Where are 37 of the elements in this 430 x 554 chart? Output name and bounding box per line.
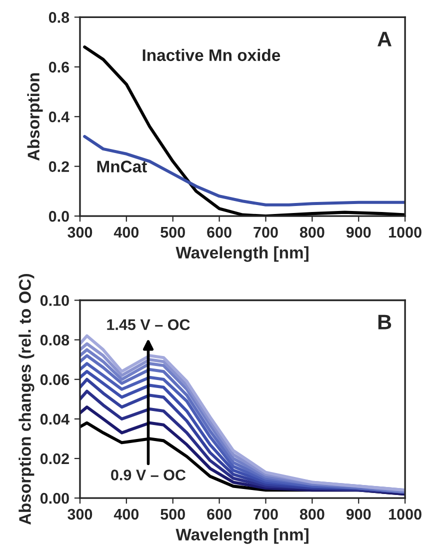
x-tick-label: 700 <box>254 226 278 238</box>
y-tick-label: 0.6 <box>48 62 70 73</box>
annotation: A <box>378 32 392 46</box>
y-tick-label: 0.0 <box>48 210 69 222</box>
y-axis-title: Absorption <box>27 73 43 161</box>
x-tick-label: 1000 <box>389 226 422 238</box>
x-tick-label: 800 <box>300 226 324 238</box>
x-tick-label: 900 <box>346 226 371 238</box>
y-tick-label: 0.00 <box>40 492 69 504</box>
x-tick-label: 500 <box>160 508 185 520</box>
x-tick-label: 400 <box>114 508 139 520</box>
x-tick-label: 1000 <box>389 508 422 520</box>
y-tick-label: 0.06 <box>40 374 70 386</box>
x-tick-label: 600 <box>207 508 232 520</box>
x-tick-label: 700 <box>254 508 278 520</box>
series-label: MnCat <box>97 160 147 172</box>
y-tick-label: 0.4 <box>48 111 70 122</box>
x-tick-label: 500 <box>160 226 185 238</box>
x-tick-label: 300 <box>68 508 92 520</box>
series-label: Inactive Mn oxide <box>142 48 280 62</box>
y-tick-label: 0.04 <box>40 414 70 425</box>
y-tick-label: 0.02 <box>40 453 69 464</box>
annotation: 0.9 V – OC <box>111 470 186 480</box>
annotation: B <box>378 314 392 330</box>
x-tick-label: 800 <box>300 508 324 520</box>
x-tick-label: 300 <box>68 226 92 238</box>
x-tick-label: 900 <box>346 508 371 520</box>
y-axis-title: Absorption changes (rel. to OC) <box>18 274 34 525</box>
y-tick-label: 0.8 <box>48 12 70 23</box>
x-tick-label: 600 <box>207 226 232 238</box>
annotation: 1.45 V – OC <box>107 319 190 330</box>
x-axis-title: Wavelength [nm] <box>176 246 308 262</box>
x-axis-title: Wavelength [nm] <box>176 528 308 544</box>
y-tick-label: 0.2 <box>48 161 69 172</box>
y-tick-label: 0.08 <box>40 334 70 346</box>
x-tick-label: 400 <box>114 226 139 238</box>
y-tick-label: 0.10 <box>40 295 69 306</box>
